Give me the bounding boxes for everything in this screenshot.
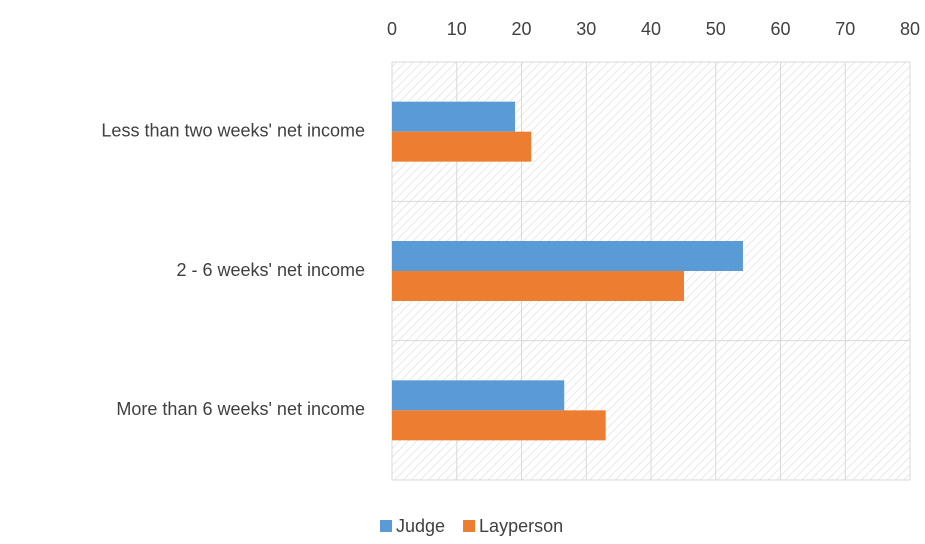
legend-label: Judge bbox=[396, 516, 445, 536]
x-tick-label: 20 bbox=[511, 19, 531, 39]
bar bbox=[392, 410, 606, 441]
legend-swatch bbox=[463, 520, 476, 532]
y-tick-label: Less than two weeks' net income bbox=[101, 120, 365, 140]
x-tick-label: 60 bbox=[770, 19, 790, 39]
legend-label: Layperson bbox=[479, 516, 563, 536]
bar bbox=[392, 241, 743, 271]
x-tick-label: 80 bbox=[900, 19, 920, 39]
x-tick-label: 50 bbox=[706, 19, 726, 39]
y-tick-label: More than 6 weeks' net income bbox=[116, 399, 365, 419]
x-tick-label: 40 bbox=[641, 19, 661, 39]
x-tick-label: 0 bbox=[387, 19, 397, 39]
legend-swatch bbox=[380, 520, 392, 532]
bar bbox=[392, 271, 685, 301]
x-tick-label: 70 bbox=[835, 19, 855, 39]
x-tick-label: 30 bbox=[576, 19, 596, 39]
y-tick-label: 2 - 6 weeks' net income bbox=[176, 260, 365, 280]
bar bbox=[392, 131, 532, 162]
bar bbox=[392, 101, 516, 132]
x-tick-label: 10 bbox=[447, 19, 467, 39]
bar bbox=[392, 380, 565, 411]
